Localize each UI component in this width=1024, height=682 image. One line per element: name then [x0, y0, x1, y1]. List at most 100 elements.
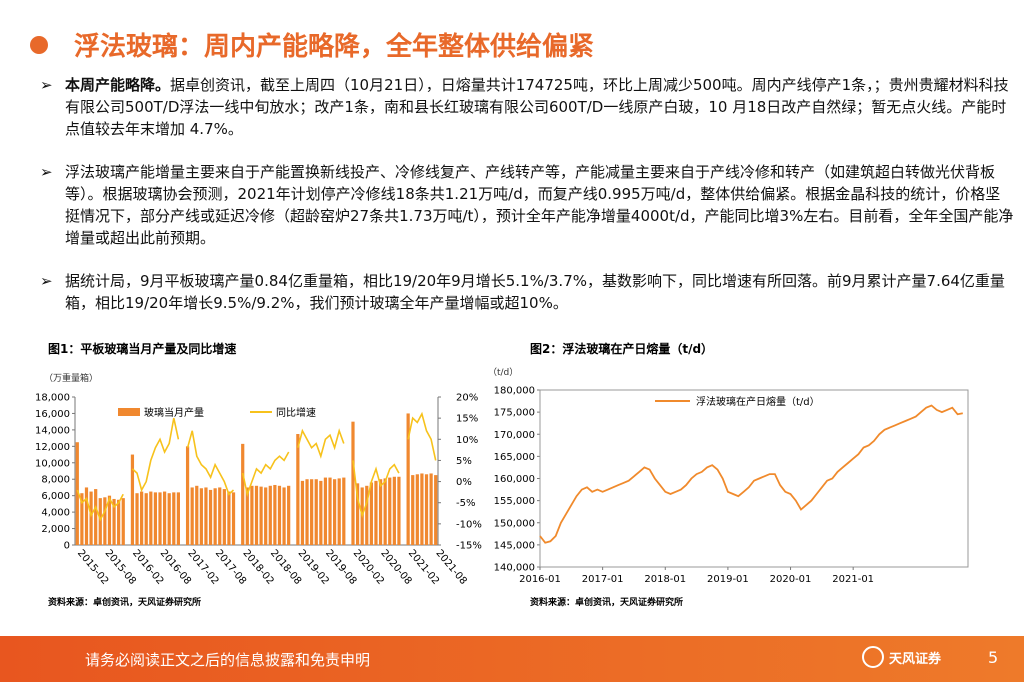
- bullet-list: ➢ 本周产能略降。据卓创资讯，截至上周四（10月21日），日熔量共计174725吨…: [40, 74, 1015, 335]
- bar: [84, 487, 89, 545]
- bar: [305, 479, 309, 545]
- charts: 图1：平板玻璃当月产量及同比增速 （万重量箱） 资料来源：卓创资讯，天风证券研究所 0…: [35, 341, 969, 608]
- bar: [406, 413, 410, 545]
- bar: [80, 493, 84, 545]
- chart-title: 图1：平板玻璃当月产量及同比增速: [48, 341, 236, 356]
- bar: [369, 482, 373, 545]
- bar: [434, 475, 438, 545]
- legend-swatch: [118, 408, 140, 416]
- y-tick-label: 2,000: [41, 524, 70, 535]
- bar: [411, 475, 415, 545]
- bar: [273, 484, 277, 545]
- source: 资料来源：卓创资讯，天风证券研究所: [48, 596, 201, 608]
- bar: [245, 487, 249, 545]
- bar: [397, 476, 401, 545]
- bullet: ➢ 据统计局，9月平板玻璃产量0.84亿重量箱，相比19/20年9月增长5.1%/…: [40, 270, 1015, 314]
- bar: [259, 486, 263, 545]
- bullet-lead: 本周产能略降。: [65, 76, 171, 94]
- bar: [310, 479, 314, 545]
- y-tick-label: 175,000: [494, 408, 535, 419]
- legend-label: 浮法玻璃在产日熔量（t/d）: [696, 395, 820, 408]
- bar: [323, 477, 328, 545]
- bar: [130, 454, 135, 545]
- y-tick-label: 16,000: [35, 409, 70, 420]
- bar: [374, 480, 378, 545]
- title-text: 浮法玻璃：周内产能略降，全年整体供给偏紧: [74, 32, 595, 62]
- y-tick-label: 6,000: [41, 491, 70, 502]
- bar: [319, 480, 323, 545]
- bar: [222, 489, 226, 545]
- bar: [277, 485, 282, 545]
- bar: [227, 491, 231, 545]
- bar: [392, 476, 396, 545]
- bar: [351, 421, 355, 545]
- bar: [176, 492, 180, 545]
- bullet: ➢ 浮法玻璃产能增量主要来自于产能置换新线投产、冷修线复产、产线转产等，产能减量主…: [40, 163, 1014, 247]
- page-number: 5: [988, 648, 999, 667]
- bar: [342, 477, 346, 545]
- bar: [365, 485, 369, 545]
- title-dot: [30, 35, 48, 54]
- bar: [333, 479, 337, 545]
- logo: 天风证券: [862, 646, 941, 668]
- disclaimer: 请务必阅读正文之后的信息披露和免责申明: [85, 651, 371, 669]
- y2-tick-label: -10%: [456, 519, 482, 530]
- y2-tick-label: 5%: [456, 456, 472, 467]
- source: 资料来源：卓创资讯，天风证券研究所: [530, 596, 683, 608]
- legend-label: 玻璃当月产量: [144, 406, 204, 419]
- bar: [250, 485, 254, 545]
- bar: [208, 489, 213, 545]
- bar: [89, 491, 93, 545]
- bar: [172, 492, 176, 545]
- bar: [388, 477, 392, 545]
- y-tick-label: 10,000: [35, 458, 70, 469]
- bar: [213, 488, 217, 545]
- bar: [264, 487, 268, 545]
- y-tick-label: 18,000: [35, 393, 70, 404]
- bar: [415, 474, 419, 545]
- bullet-text: 据卓创资讯，截至上周四（10月21日），日熔量共计174725吨，环比上周减少5…: [65, 76, 1009, 138]
- y-tick-label: 180,000: [494, 386, 535, 397]
- bar: [204, 487, 208, 545]
- y-tick-label: 12,000: [35, 442, 70, 453]
- capacity-line: [539, 404, 963, 544]
- bar: [282, 487, 286, 545]
- bar: [162, 491, 167, 545]
- x-tick-label: 2019-01: [707, 574, 749, 585]
- bar: [135, 493, 139, 545]
- bar: [195, 485, 199, 545]
- y-tick-label: 14,000: [35, 425, 70, 436]
- y2-tick-label: 10%: [456, 435, 478, 446]
- y2-tick-label: 15%: [456, 414, 478, 425]
- x-tick-label: 2017-01: [582, 574, 624, 585]
- y-tick-label: 145,000: [494, 540, 535, 551]
- bar: [355, 483, 360, 545]
- y-tick-label: 4,000: [41, 508, 70, 519]
- y-tick-label: 165,000: [494, 452, 535, 463]
- bar: [153, 492, 158, 545]
- slide-title: 浮法玻璃：周内产能略降，全年整体供给偏紧: [30, 26, 594, 63]
- x-tick-label: 2021-01: [832, 574, 874, 585]
- bar: [241, 443, 245, 545]
- chart-title: 图2：浮法玻璃在产日熔量（t/d）: [530, 341, 713, 356]
- bar: [94, 489, 98, 545]
- bar: [144, 493, 148, 545]
- bar: [158, 492, 162, 545]
- y-axis-label: （t/d）: [488, 367, 518, 378]
- bar: [300, 480, 305, 545]
- y-tick-label: 170,000: [494, 430, 535, 441]
- bar: [112, 498, 116, 545]
- bar: [378, 479, 383, 545]
- bullet-text: 浮法玻璃产能增量主要来自于产能置换新线投产、冷修线复产、产线转产等，产能减量主要…: [65, 163, 1014, 247]
- y2-tick-label: 20%: [456, 393, 478, 404]
- y-tick-label: 140,000: [494, 563, 535, 574]
- bar: [314, 479, 318, 545]
- bar: [149, 491, 153, 545]
- y2-tick-label: -15%: [456, 541, 482, 552]
- bar: [103, 497, 107, 545]
- bar: [424, 474, 429, 545]
- legend-label: 同比增速: [276, 406, 316, 419]
- y-tick-label: 160,000: [494, 474, 535, 485]
- bullet: ➢ 本周产能略降。据卓创资讯，截至上周四（10月21日），日熔量共计174725吨…: [40, 76, 1009, 138]
- bar: [117, 499, 121, 545]
